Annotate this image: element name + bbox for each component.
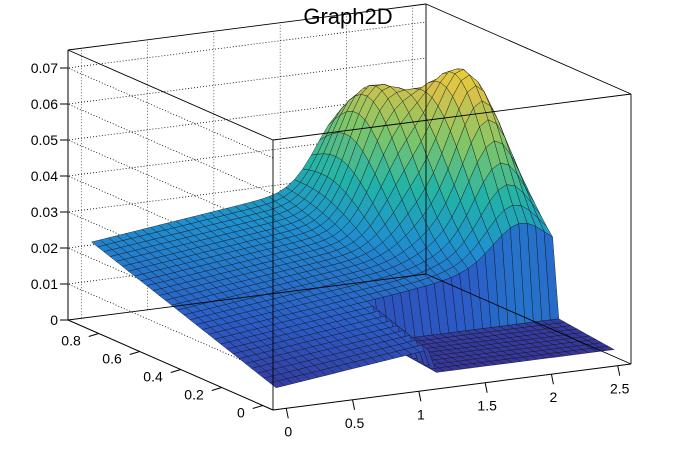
z-tick-label-3: 0.03 xyxy=(31,204,58,220)
z-tick-label-6: 0.06 xyxy=(31,96,58,112)
box-edge-8 xyxy=(67,273,427,321)
surface-cell xyxy=(598,345,615,351)
box-edge-5 xyxy=(272,93,632,141)
y-tick-label-2: 0.4 xyxy=(143,369,163,385)
y-tick-mark-4 xyxy=(88,333,99,337)
y-tick-label-3: 0.6 xyxy=(102,351,122,367)
x-tick-mark-0 xyxy=(285,408,289,419)
z-tick-label-4: 0.04 xyxy=(31,168,58,184)
y-tick-label-4: 0.8 xyxy=(61,333,81,349)
z-tick-label-7: 0.07 xyxy=(31,60,58,76)
x-axis-line xyxy=(272,363,632,411)
z-tick-label-2: 0.02 xyxy=(31,240,58,256)
x-tick-label-3: 1.5 xyxy=(477,398,497,414)
surface-layer xyxy=(91,68,615,389)
x-tick-label-0: 0 xyxy=(284,423,292,439)
x-tick-mark-4 xyxy=(550,374,554,385)
x-tick-label-2: 1 xyxy=(417,406,425,422)
y-tick-mark-1 xyxy=(211,387,222,391)
z-tick-label-5: 0.05 xyxy=(31,132,58,148)
x-tick-label-4: 2 xyxy=(550,389,558,405)
z-tick-label-0: 0 xyxy=(50,312,58,328)
y-tick-label-1: 0.2 xyxy=(184,387,204,403)
axis-layer: 00.511.522.500.20.40.60.800.010.020.030.… xyxy=(31,50,632,439)
x-tick-mark-5 xyxy=(617,365,621,376)
y-axis-line xyxy=(67,319,274,411)
x-tick-label-1: 0.5 xyxy=(345,415,365,431)
x-tick-mark-1 xyxy=(352,399,356,410)
box-edge-9 xyxy=(425,273,632,365)
y-tick-mark-0 xyxy=(252,405,263,409)
box-edge-3 xyxy=(67,49,274,141)
y-tick-mark-2 xyxy=(170,369,181,373)
y-tick-label-0: 0 xyxy=(237,405,245,421)
x-tick-mark-2 xyxy=(418,391,422,402)
box-edge-4 xyxy=(425,3,632,95)
x-tick-label-5: 2.5 xyxy=(610,381,630,397)
box-edge-2 xyxy=(67,3,427,51)
chart-title: Graph2D xyxy=(303,4,392,29)
z-tick-label-1: 0.01 xyxy=(31,276,58,292)
x-tick-mark-3 xyxy=(484,382,488,393)
y-tick-mark-3 xyxy=(129,351,140,355)
